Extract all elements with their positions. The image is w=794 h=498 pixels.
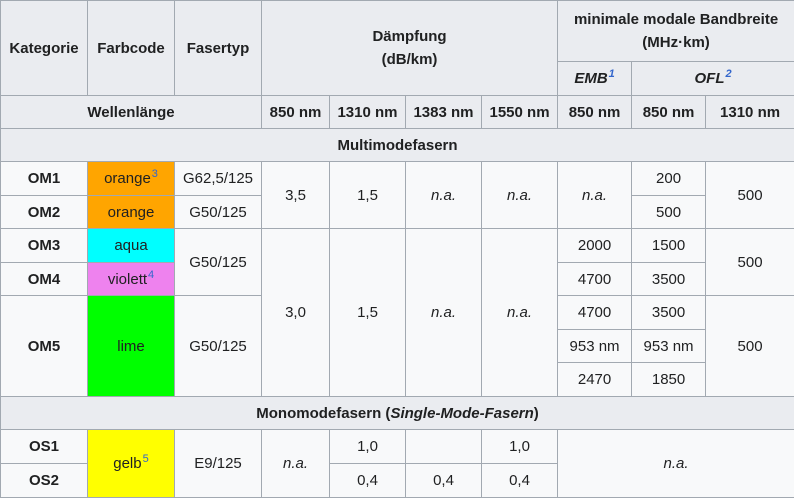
cell-d1383-om345: n.a. (406, 229, 482, 397)
cell-ofl850-om5-r1: 3500 (632, 296, 706, 330)
header-daempfung-label: Dämpfung (372, 28, 446, 45)
cell-ofl850-om5-r3: 1850 (632, 363, 706, 397)
cell-fasertyp-om5: G50/125 (175, 296, 262, 397)
farbe-label-os: gelb (113, 455, 141, 472)
footnote-link-4[interactable]: 4 (148, 269, 154, 281)
wl-850-emb: 850 nm (558, 96, 632, 129)
farbe-label-om5: lime (117, 338, 145, 355)
farbe-label-om1: orange (104, 170, 151, 187)
cell-kategorie-os1: OS1 (1, 430, 88, 464)
cell-emb-om3: 2000 (558, 229, 632, 263)
section-multimode: Multimodefasern (1, 129, 794, 162)
cell-d850-om345: 3,0 (262, 229, 330, 397)
cell-d1310-om12: 1,5 (330, 162, 406, 229)
cell-emb-om5-r2: 953 nm (558, 330, 632, 363)
cell-bandbreite-os: n.a. (558, 430, 794, 498)
cell-fasertyp-om1: G62,5/125 (175, 162, 262, 196)
cell-farbe-om2: orange (88, 196, 175, 229)
header-daempfung-unit: (dB/km) (382, 51, 438, 68)
cell-d1310-om345: 1,5 (330, 229, 406, 397)
cell-ofl850-om4: 3500 (632, 263, 706, 296)
cell-d1550-os2: 0,4 (482, 464, 558, 498)
header-emb: EMB1 (558, 62, 632, 96)
cell-kategorie-om2: OM2 (1, 196, 88, 229)
cell-d850-om12: 3,5 (262, 162, 330, 229)
section-monomode: Monomodefasern (Single-Mode-Fasern) (1, 397, 794, 430)
wl-1383-daempfung: 1383 nm (406, 96, 482, 129)
section-monomode-suffix: ) (534, 405, 539, 422)
wl-1310-ofl: 1310 nm (706, 96, 794, 129)
cell-emb-om5-r1: 4700 (558, 296, 632, 330)
cell-farbe-om4: violett4 (88, 263, 175, 296)
cell-emb-om5-r3: 2470 (558, 363, 632, 397)
farbe-label-om4: violett (108, 271, 147, 288)
farbe-label-om2: orange (108, 204, 155, 221)
section-monomode-italic: Single-Mode-Fasern (390, 405, 533, 422)
cell-farbe-om3: aqua (88, 229, 175, 263)
cell-d1550-om345: n.a. (482, 229, 558, 397)
wl-850-ofl: 850 nm (632, 96, 706, 129)
cell-fasertyp-om2: G50/125 (175, 196, 262, 229)
footnote-link-3[interactable]: 3 (152, 168, 158, 180)
header-farbcode: Farbcode (88, 1, 175, 96)
wl-850-daempfung: 850 nm (262, 96, 330, 129)
header-emb-label: EMB (574, 70, 607, 87)
farbe-label-om3: aqua (114, 237, 147, 254)
cell-kategorie-os2: OS2 (1, 464, 88, 498)
cell-ofl850-om3: 1500 (632, 229, 706, 263)
cell-d1550-os1: 1,0 (482, 430, 558, 464)
wl-1310-daempfung: 1310 nm (330, 96, 406, 129)
cell-ofl1310-om5: 500 (706, 296, 794, 397)
cell-ofl1310-om34: 500 (706, 229, 794, 296)
cell-emb-om12: n.a. (558, 162, 632, 229)
cell-ofl850-om1: 200 (632, 162, 706, 196)
header-wellenlaenge: Wellenlänge (1, 96, 262, 129)
cell-ofl850-om5-r2: 953 nm (632, 330, 706, 363)
cell-ofl850-om2: 500 (632, 196, 706, 229)
section-monomode-prefix: Monomodefasern ( (256, 405, 390, 422)
header-fasertyp: Fasertyp (175, 1, 262, 96)
cell-d1383-om12: n.a. (406, 162, 482, 229)
header-bandbreite-unit: (MHz·km) (642, 34, 710, 51)
header-daempfung: Dämpfung (dB/km) (262, 1, 558, 96)
cell-fasertyp-os: E9/125 (175, 430, 262, 498)
cell-kategorie-om5: OM5 (1, 296, 88, 397)
cell-kategorie-om3: OM3 (1, 229, 88, 263)
cell-d1310-os2: 0,4 (330, 464, 406, 498)
header-bandbreite: minimale modale Bandbreite (MHz·km) (558, 1, 794, 62)
header-kategorie: Kategorie (1, 1, 88, 96)
header-bandbreite-label: minimale modale Bandbreite (574, 11, 778, 28)
cell-d1383-os1 (406, 430, 482, 464)
cell-fasertyp-om34: G50/125 (175, 229, 262, 296)
cell-d1310-os1: 1,0 (330, 430, 406, 464)
cell-emb-om4: 4700 (558, 263, 632, 296)
footnote-link-5[interactable]: 5 (143, 453, 149, 465)
cell-farbe-om1: orange3 (88, 162, 175, 196)
cell-d1550-om12: n.a. (482, 162, 558, 229)
footnote-link-2[interactable]: 2 (725, 68, 731, 80)
header-ofl: OFL2 (632, 62, 794, 96)
cell-ofl1310-om12: 500 (706, 162, 794, 229)
footnote-link-1[interactable]: 1 (609, 68, 615, 80)
cell-kategorie-om4: OM4 (1, 263, 88, 296)
cell-d850-os: n.a. (262, 430, 330, 498)
cell-farbe-om5: lime (88, 296, 175, 397)
cell-d1383-os2: 0,4 (406, 464, 482, 498)
wl-1550-daempfung: 1550 nm (482, 96, 558, 129)
cell-farbe-os: gelb5 (88, 430, 175, 498)
header-ofl-label: OFL (694, 70, 724, 87)
cell-kategorie-om1: OM1 (1, 162, 88, 196)
